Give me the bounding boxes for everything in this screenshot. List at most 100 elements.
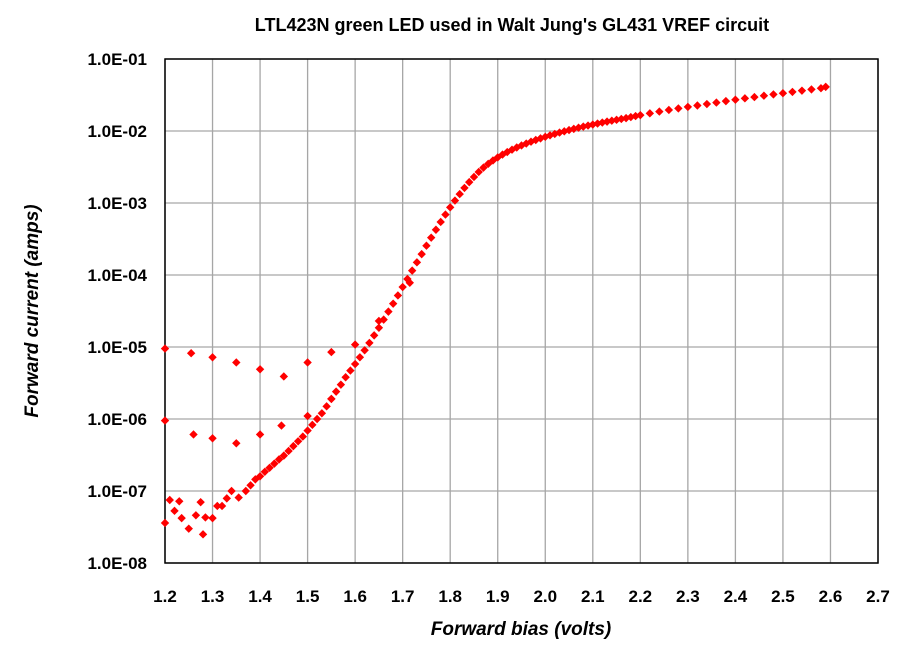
data-point <box>388 299 398 308</box>
data-point <box>208 434 217 443</box>
data-point <box>274 455 284 464</box>
data-point <box>260 467 270 476</box>
data-point <box>196 497 205 507</box>
data-point <box>350 359 360 369</box>
data-point <box>289 441 298 451</box>
data-point <box>374 316 384 326</box>
data-point <box>474 167 483 177</box>
data-point <box>750 92 759 102</box>
data-point <box>369 331 379 340</box>
data-point <box>232 358 241 367</box>
x-tick-label: 1.2 <box>153 587 177 606</box>
data-point <box>431 225 441 234</box>
data-point <box>277 421 286 430</box>
data-point <box>241 486 251 496</box>
data-point <box>436 217 445 227</box>
y-tick-label: 1.0E-02 <box>87 122 147 141</box>
data-point <box>545 131 555 140</box>
data-point <box>526 137 536 146</box>
data-point <box>522 139 531 148</box>
data-point <box>350 340 360 349</box>
x-tick-label: 1.7 <box>391 587 415 606</box>
data-point <box>683 102 693 112</box>
data-point <box>574 123 583 132</box>
data-point <box>769 90 778 99</box>
data-point <box>422 241 431 250</box>
data-point <box>308 420 317 430</box>
data-point <box>693 101 702 110</box>
data-point <box>217 501 227 511</box>
data-point <box>255 430 265 439</box>
data-point <box>417 249 426 259</box>
data-point <box>702 99 712 109</box>
data-point <box>198 530 208 539</box>
x-tick-label: 2.2 <box>629 587 653 606</box>
data-point <box>160 518 170 528</box>
data-point <box>536 134 545 143</box>
data-point <box>208 513 217 523</box>
data-point <box>788 87 797 97</box>
y-axis-ticks: 1.0E-08 1.0E-07 1.0E-06 1.0E-05 1.0E-04 1.0E-… <box>87 50 147 573</box>
data-point <box>279 451 289 460</box>
data-point <box>186 349 196 358</box>
data-point <box>636 110 645 120</box>
plot-area <box>164 58 879 564</box>
data-point <box>336 380 346 389</box>
data-point <box>175 497 184 506</box>
y-tick-label: 1.0E-03 <box>87 194 147 213</box>
data-point <box>184 524 193 533</box>
data-point <box>234 493 243 502</box>
data-point <box>731 95 740 104</box>
data-point <box>191 511 201 520</box>
x-tick-label: 1.5 <box>296 587 320 606</box>
data-point <box>246 481 255 490</box>
data-point <box>384 307 393 316</box>
y-tick-label: 1.0E-05 <box>87 338 147 357</box>
data-point <box>778 88 788 98</box>
data-point <box>201 513 210 522</box>
x-tick-label: 1.6 <box>343 587 367 606</box>
x-tick-label: 2.7 <box>866 587 890 606</box>
x-tick-label: 2.4 <box>724 587 748 606</box>
data-point <box>512 143 521 152</box>
data-point <box>213 501 222 511</box>
data-point <box>655 107 664 116</box>
data-point <box>374 323 384 332</box>
data-point <box>426 233 436 242</box>
y-tick-label: 1.0E-01 <box>87 50 147 69</box>
data-point <box>327 347 336 357</box>
data-point <box>465 177 474 187</box>
data-point <box>303 426 312 435</box>
x-tick-label: 1.8 <box>438 587 462 606</box>
data-point <box>455 189 464 199</box>
data-point <box>341 373 350 382</box>
x-axis-title: Forward bias (volts) <box>431 619 612 640</box>
y-tick-label: 1.0E-04 <box>87 266 147 285</box>
data-point <box>298 432 308 441</box>
data-point <box>674 104 683 113</box>
data-point <box>177 513 186 523</box>
data-point <box>759 91 769 100</box>
data-point <box>555 128 564 137</box>
data-point <box>160 344 170 353</box>
data-point <box>170 506 179 516</box>
data-point <box>322 402 331 411</box>
data-point <box>450 196 460 205</box>
data-point <box>232 439 241 448</box>
data-point <box>312 414 322 424</box>
data-point <box>317 409 327 418</box>
data-point <box>560 127 569 136</box>
data-point <box>740 94 750 103</box>
data-point <box>255 472 265 481</box>
data-point <box>507 145 517 154</box>
data-point <box>721 96 731 106</box>
x-tick-label: 2.0 <box>533 587 557 606</box>
data-point <box>293 437 303 446</box>
data-point <box>270 459 279 468</box>
data-point <box>327 394 336 404</box>
data-point <box>360 346 369 355</box>
data-point <box>355 353 365 362</box>
data-point <box>412 258 422 267</box>
data-point <box>331 387 341 396</box>
data-point <box>469 172 479 182</box>
